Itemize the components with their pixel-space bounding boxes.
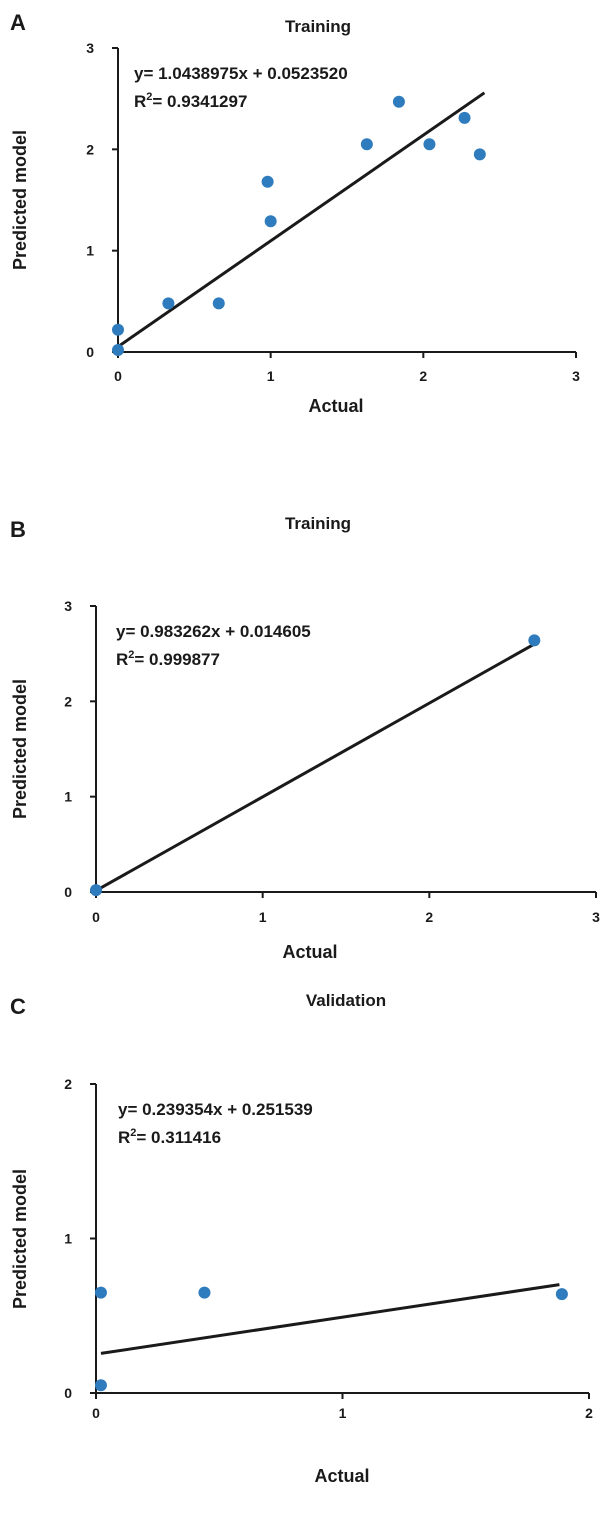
x-tick-label: 1 [259, 909, 267, 925]
y-axis-label: Predicted model [10, 130, 30, 270]
panel-letter: B [10, 517, 26, 542]
y-tick-label: 1 [86, 243, 94, 259]
data-point [112, 343, 124, 356]
y-tick-label: 2 [86, 141, 94, 157]
trend-line [95, 642, 536, 892]
r-squared-superscript: 2 [146, 91, 152, 103]
data-point [94, 1379, 107, 1392]
r-squared-value: = 0.311416 [136, 1128, 221, 1147]
r-squared-superscript: 2 [128, 649, 134, 661]
data-point [360, 138, 373, 151]
chart-panel-c: C Validation 0 1 2 0 1 2 Actual Predicted model y=… [10, 991, 593, 1486]
r-squared-value: = 0.999877 [134, 650, 220, 669]
data-point [94, 1286, 107, 1299]
y-axis-label: Predicted model [10, 1169, 30, 1309]
x-tick-label: 1 [267, 368, 275, 384]
regression-equation: y= 0.983262x + 0.014605 [116, 622, 311, 641]
r-squared-text: R2= 0.999877 [116, 649, 220, 669]
r-squared-text: R2= 0.311416 [118, 1127, 221, 1147]
x-tick-label: 3 [572, 368, 580, 384]
y-tick-label: 3 [64, 598, 72, 614]
y-tick-label: 1 [64, 789, 72, 805]
r-squared-superscript: 2 [130, 1127, 136, 1139]
data-point [212, 297, 225, 310]
chart-title: Validation [306, 991, 386, 1010]
x-tick-label: 1 [339, 1405, 347, 1421]
data-point [555, 1288, 568, 1301]
r-squared-text: R2= 0.9341297 [134, 91, 247, 111]
chart-panel-a: A Training 0 1 2 3 0 1 2 3 Actual Predicted model y=… [10, 10, 580, 416]
chart-title: Training [285, 17, 351, 36]
x-tick-label: 0 [92, 909, 100, 925]
x-tick-label: 0 [92, 1405, 100, 1421]
data-point [458, 111, 471, 124]
r-squared-symbol: R [134, 92, 146, 111]
chart-title: Training [285, 514, 351, 533]
y-axis-label: Predicted model [10, 679, 30, 819]
regression-equation: y= 1.0438975x + 0.0523520 [134, 64, 348, 83]
r-squared-value: = 0.9341297 [152, 92, 247, 111]
data-point [423, 138, 436, 151]
data-point [162, 297, 175, 310]
trend-line [117, 91, 486, 348]
r-squared-symbol: R [118, 1128, 130, 1147]
x-tick-label: 2 [585, 1405, 593, 1421]
x-axis-label: Actual [282, 942, 337, 962]
data-point [264, 215, 277, 228]
chart-panel-b: B Training 0 1 2 3 0 1 2 3 Actual Predicted model y=… [10, 514, 600, 962]
data-point [90, 884, 102, 897]
y-tick-label: 0 [64, 1385, 72, 1401]
y-tick-label: 0 [64, 884, 72, 900]
data-point [198, 1286, 211, 1299]
regression-equation: y= 0.239354x + 0.251539 [118, 1100, 313, 1119]
x-tick-label: 2 [419, 368, 427, 384]
x-tick-label: 3 [592, 909, 600, 925]
y-tick-label: 3 [86, 40, 94, 56]
y-tick-label: 2 [64, 693, 72, 709]
y-tick-label: 2 [64, 1076, 72, 1092]
data-point [261, 175, 274, 188]
panel-letter: C [10, 994, 26, 1019]
panel-letter: A [10, 10, 26, 35]
data-point [528, 634, 541, 647]
y-tick-label: 0 [86, 344, 94, 360]
trend-line [100, 1283, 560, 1355]
data-point [112, 323, 124, 336]
x-axis-label: Actual [314, 1466, 369, 1486]
x-tick-label: 2 [425, 909, 433, 925]
x-tick-label: 0 [114, 368, 122, 384]
y-tick-label: 1 [64, 1231, 72, 1247]
x-axis-label: Actual [308, 396, 363, 416]
r-squared-symbol: R [116, 650, 128, 669]
data-point [392, 95, 405, 108]
data-point [473, 148, 486, 161]
